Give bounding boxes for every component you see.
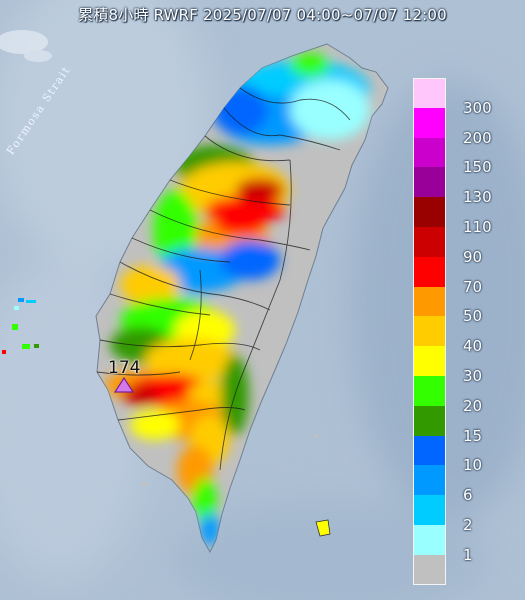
shallow-water-speckle (0, 30, 52, 62)
max-rainfall-label: 174 (108, 358, 141, 378)
legend-tick-label: 15 (463, 426, 483, 445)
legend-tick-label: 20 (463, 396, 483, 415)
legend-swatch (413, 107, 446, 138)
legend-swatch (413, 256, 446, 287)
legend-swatch (413, 346, 446, 376)
legend-swatches (413, 78, 448, 585)
legend-tick-label: 90 (463, 247, 483, 266)
legend-swatch (413, 405, 446, 436)
map-title: 累積8小時 RWRF 2025/07/07 04:00~07/07 12:00 (78, 6, 447, 24)
legend-swatch (413, 78, 446, 108)
offshore-islands (2, 298, 331, 537)
legend-tick-label: 40 (463, 337, 483, 356)
legend-swatch (413, 137, 446, 168)
legend-tick-label: 10 (463, 456, 483, 475)
legend-tick-label: 30 (463, 367, 483, 385)
legend-swatch (413, 316, 446, 347)
county-boundaries (96, 87, 351, 471)
legend-tick-label: 2 (463, 516, 473, 534)
legend-tick-label: 6 (463, 486, 473, 505)
legend-swatch (413, 375, 446, 406)
legend-swatch (413, 435, 446, 466)
legend-swatch (413, 495, 446, 525)
triangle-marker-icon (113, 376, 135, 393)
rainfall-field (105, 53, 370, 546)
legend-tick-label: 50 (463, 307, 483, 326)
legend-swatch (413, 226, 446, 257)
legend-swatch (413, 465, 446, 496)
legend-tick-label: 70 (463, 277, 483, 296)
legend-tick-label: 150 (463, 158, 492, 177)
legend-tick-label: 110 (463, 218, 492, 236)
legend-swatch (413, 286, 446, 317)
legend-swatch (413, 197, 446, 227)
legend-tick-label: 300 (463, 98, 492, 117)
legend-tick-label: 130 (463, 188, 492, 207)
legend-swatch (413, 554, 446, 585)
legend-tick-label: 1 (463, 545, 473, 564)
legend-swatch (413, 524, 446, 555)
legend-swatch (413, 167, 446, 198)
legend-tick-label: 200 (463, 128, 492, 147)
